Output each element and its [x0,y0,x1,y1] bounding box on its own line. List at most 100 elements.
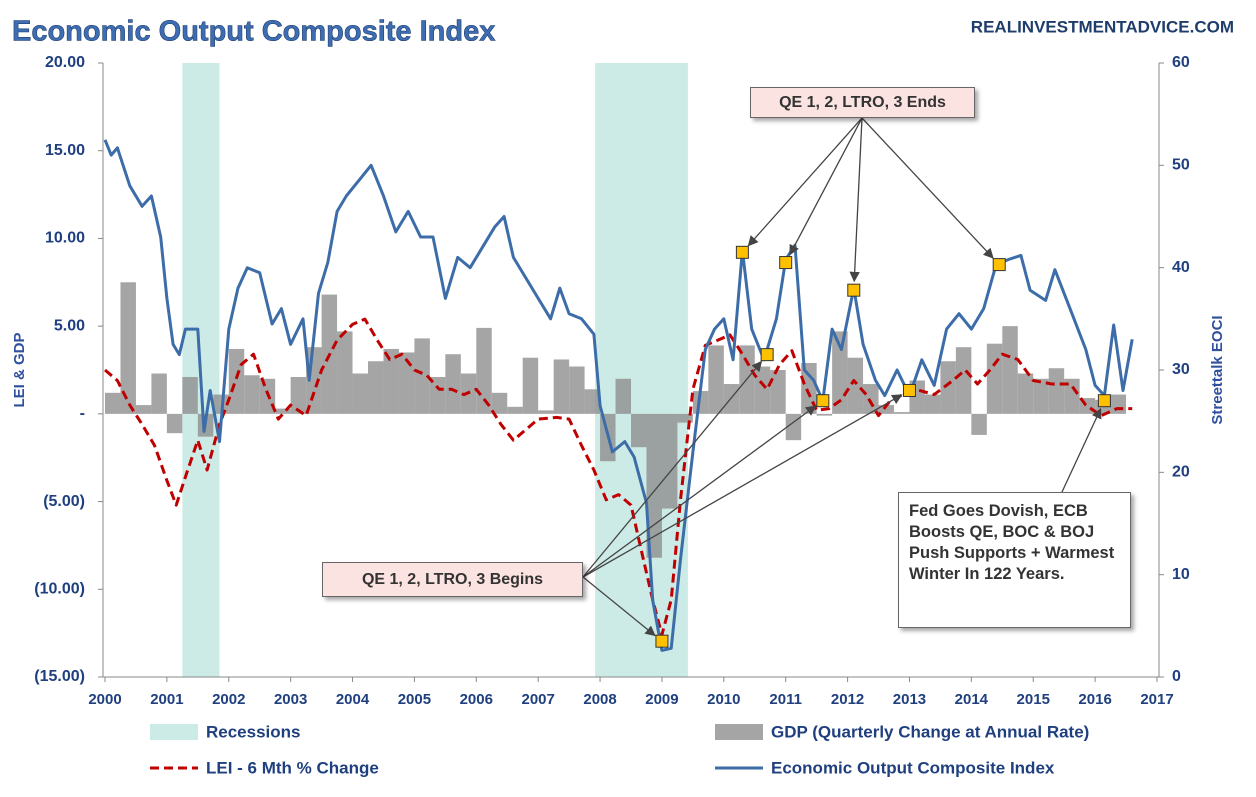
legend-swatch [715,724,763,740]
annotation-arrow [747,117,863,247]
annotation-arrow [849,117,863,283]
event-marker [779,256,793,270]
y2-tick-label: 60 [1172,54,1190,71]
gdp-bar [924,394,941,414]
y-tick-label: 5.00 [54,317,85,334]
annotation-arrow [582,360,763,578]
gdp-bar [878,405,894,414]
legend-label: Economic Output Composite Index [771,758,1055,777]
gdp-bar [244,375,260,414]
y2-axis-label: Streettalk EOCI [1209,315,1226,424]
annotation-box: QE 1, 2, LTRO, 3 Begins [322,562,583,597]
legend-swatch [150,724,198,740]
annotation-box: QE 1, 2, LTRO, 3 Ends [750,87,975,118]
x-tick-label: 2008 [583,691,616,708]
overlay [582,117,1111,648]
gdp-bar [522,357,539,414]
x-tick-label: 2000 [88,691,121,708]
eoci-line [103,139,1134,652]
y-tick-label: - [80,405,85,422]
gdp-bar [723,384,740,414]
gdp-bar [894,412,910,414]
event-marker [902,383,916,397]
annotation-arrow [582,405,817,578]
gdp-bar [816,413,833,416]
event-marker [816,394,830,408]
gdp-bar [213,394,229,414]
x-tick-label: 2006 [460,691,493,708]
gdp-bar [584,389,601,414]
gdp-bar [538,410,554,414]
event-marker [655,634,669,648]
gdp-bar [491,392,508,414]
gdp-bar [337,331,353,414]
y-axis-label: LEI & GDP [11,332,28,407]
gdp-bar [1033,378,1049,414]
gdp-bar [940,361,956,414]
recession-band [595,63,688,677]
gdp-bar [863,384,879,414]
x-tick-label: 2001 [150,691,183,708]
gdp-bar [615,378,631,414]
gdp-bar [1064,378,1080,414]
y-tick-label: (5.00) [43,493,85,510]
lei-line [104,317,1133,637]
y-tick-label: 10.00 [45,230,85,247]
y2-tick-label: 0 [1172,668,1181,685]
y-tick-label: 20.00 [45,54,85,71]
lines [103,139,1134,652]
gdp-bar [228,348,245,414]
gdp-bar [182,377,198,414]
annotation-arrow [582,394,903,578]
gdp-bar [166,413,183,434]
event-marker [735,245,749,259]
gdp-bar [770,370,786,414]
gdp-bar [631,413,647,448]
legend-label: LEI - 6 Mth % Change [206,758,379,777]
event-marker [760,348,774,362]
gdp-bar [832,331,848,414]
y-tick-label: (10.00) [34,581,85,598]
gdp-bar [135,405,152,414]
x-tick-label: 2003 [274,691,307,708]
y2-tick-label: 30 [1172,361,1190,378]
gdp-bar [429,377,446,414]
x-tick-label: 2015 [1017,691,1050,708]
event-marker [847,283,861,297]
legend-label: GDP (Quarterly Change at Annual Rate) [771,722,1089,741]
annotation-arrow [789,117,863,256]
x-tick-label: 2005 [398,691,431,708]
gdp-bar [754,366,771,414]
source: REALINVESTMENTADVICE.COM [971,17,1234,36]
x-tick-label: 2002 [212,691,245,708]
gdp-bar [1048,368,1065,414]
gdp-bar [708,345,724,414]
x-tick-label: 2004 [336,691,370,708]
y2-tick-label: 20 [1172,464,1190,481]
event-marker [1097,394,1111,408]
x-tick-label: 2016 [1078,691,1111,708]
gdp-bar [368,361,384,414]
chart-title: Economic Output Composite Index [12,16,495,48]
gdp-bar [445,354,461,414]
gdp-bar [569,366,585,414]
x-tick-label: 2010 [707,691,740,708]
gdp-bar [661,413,678,509]
y2-tick-label: 50 [1172,157,1190,174]
x-tick-label: 2017 [1140,691,1173,708]
gdp-bar [955,347,972,414]
event-marker [992,258,1006,272]
gdp-bar [398,352,415,414]
gdp-bar [1002,326,1018,414]
gdp-bar [151,373,167,414]
x-tick-label: 2011 [769,691,802,708]
gdp-bar [553,359,570,414]
gdp-bar [785,413,802,441]
y-tick-label: 15.00 [45,142,85,159]
gdp-bar [801,362,817,414]
annotation-arrow [582,576,656,637]
legend-label: Recessions [206,722,301,741]
gdp-bar [1110,394,1127,414]
